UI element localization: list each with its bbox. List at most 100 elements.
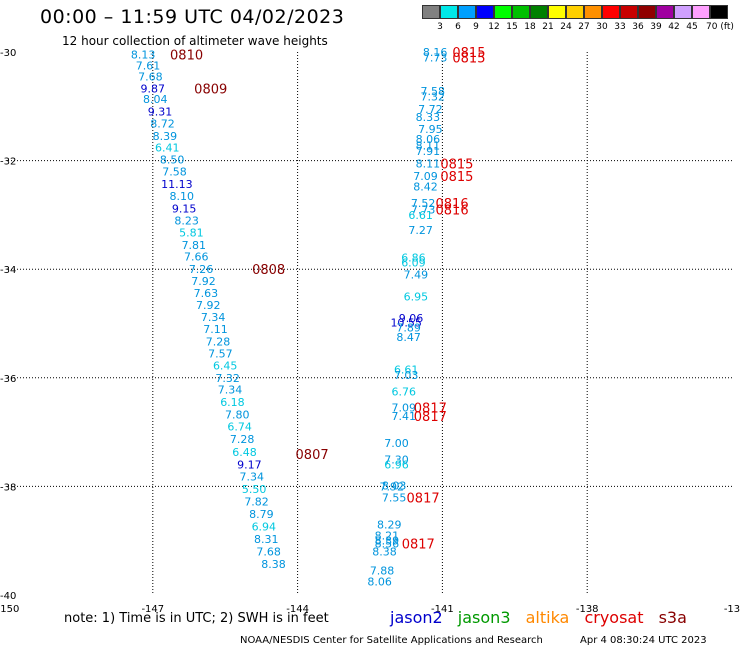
time-label: 0816 — [436, 203, 469, 218]
swh-label-west: 8.04 — [143, 93, 168, 106]
swh-label-east: 7.30 — [384, 453, 409, 466]
swh-label-west: 7.11 — [203, 323, 228, 336]
swh-label-west: 5.81 — [179, 226, 204, 239]
colorbar-label: 39 — [650, 22, 662, 32]
legend-jason3: jason3 — [457, 608, 511, 627]
swh-label-east: 8.11 — [416, 139, 441, 152]
footer-note: note: 1) Time is in UTC; 2) SWH is in fe… — [64, 611, 329, 626]
swh-label-west: 9.87 — [141, 82, 166, 95]
swh-label-west: 7.68 — [256, 546, 281, 559]
swh-label-east: 6.95 — [404, 290, 429, 303]
satellite-legend: jason2 jason3 altika cryosat s3a — [390, 608, 697, 627]
swh-label-east: 6.61 — [394, 364, 419, 377]
swh-label-east: 8.06 — [416, 133, 441, 146]
x-tick-label: -138 — [576, 604, 599, 615]
swh-label-east: 7.32 — [420, 91, 445, 104]
y-tick-label: -30 — [0, 48, 16, 59]
swh-label-east: 7.52 — [411, 197, 436, 210]
credit-line: NOAA/NESDIS Center for Satellite Applica… — [240, 635, 543, 646]
time-label: 0815 — [440, 157, 473, 172]
colorbar-label: 45 — [686, 22, 698, 32]
x-tick-label: -141 — [431, 604, 454, 615]
swh-label-east: 6.96 — [384, 459, 409, 472]
swh-label-west: 7.34 — [201, 311, 226, 324]
legend-altika: altika — [525, 608, 570, 627]
swh-label-east: 8.29 — [377, 518, 402, 531]
swh-label-west: 7.57 — [208, 347, 233, 360]
swh-label-west: 7.66 — [184, 251, 209, 264]
swh-label-east: 8.38 — [372, 546, 397, 559]
swh-label-west: 7.92 — [196, 299, 221, 312]
swh-label-east: 7.00 — [384, 437, 409, 450]
swh-label-east: 7.92 — [379, 480, 404, 493]
swh-label-west: 8.13 — [131, 49, 156, 62]
swh-label-west: 8.23 — [174, 214, 199, 227]
colorbar-label: 3 — [437, 22, 443, 32]
time-label: 0817 — [402, 537, 435, 552]
swh-label-west: 7.80 — [225, 409, 250, 422]
y-tick-label: -38 — [0, 482, 16, 493]
colorbar-swatch — [530, 5, 548, 19]
swh-label-east: 7.27 — [408, 224, 433, 237]
colorbar-label: 27 — [578, 22, 590, 32]
x-tick-label: -13 — [724, 604, 740, 615]
legend-s3a: s3a — [658, 608, 687, 627]
legend-jason2: jason2 — [390, 608, 443, 627]
colorbar-label: 33 — [614, 22, 626, 32]
colorbar-swatch — [692, 5, 710, 19]
swh-label-east: 6.09 — [401, 257, 426, 270]
time-label: 0815 — [440, 170, 473, 185]
swh-label-east: 7.91 — [416, 145, 441, 158]
colorbar-swatch — [584, 5, 602, 19]
colorbar-label: 21 — [542, 22, 554, 32]
swh-label-west: 9.15 — [172, 202, 197, 215]
swh-label-west: 6.41 — [155, 142, 180, 155]
swh-label-west: 6.48 — [232, 446, 257, 459]
colorbar-swatch — [422, 5, 440, 19]
swh-label-west: 7.92 — [191, 275, 216, 288]
swh-label-east: 7.55 — [382, 491, 407, 504]
time-label: 0817 — [407, 491, 440, 506]
swh-label-west: 8.38 — [261, 558, 286, 571]
swh-label-east: 7.95 — [418, 123, 443, 136]
swh-label-east: 7.49 — [404, 269, 429, 282]
swh-label-west: 8.39 — [153, 130, 178, 143]
swh-label-east: 8.39 — [375, 535, 400, 548]
time-label: 0815 — [452, 51, 485, 66]
colorbar-swatch — [440, 5, 458, 19]
swh-label-east: 8.42 — [413, 181, 438, 194]
swh-label-west: 9.17 — [237, 459, 262, 472]
legend-cryosat: cryosat — [584, 608, 644, 627]
swh-label-west: 5.50 — [242, 483, 267, 496]
swh-label-west: 8.72 — [150, 118, 175, 131]
swh-label-east: 6.86 — [401, 251, 426, 264]
colorbar-label: 15 — [506, 22, 518, 32]
colorbar-label: 12 — [488, 22, 500, 32]
colorbar-swatch — [458, 5, 476, 19]
chart-subtitle: 12 hour collection of altimeter wave hei… — [62, 34, 328, 48]
y-tick-label: -36 — [0, 374, 16, 385]
swh-label-west: 7.34 — [218, 384, 243, 397]
swh-label-east: 7.09 — [413, 170, 438, 183]
swh-label-west: 7.58 — [162, 165, 187, 178]
swh-label-west: 7.26 — [189, 263, 214, 276]
swh-label-west: 7.28 — [230, 433, 255, 446]
colorbar-swatch — [566, 5, 584, 19]
swh-label-east: 7.03 — [394, 369, 419, 382]
swh-label-west: 7.63 — [194, 287, 219, 300]
swh-label-east: 8.33 — [416, 111, 441, 124]
chart-title: 00:00 – 11:59 UTC 04/02/2023 — [40, 6, 345, 28]
time-label: 0807 — [296, 448, 329, 463]
time-label: 0808 — [252, 263, 285, 278]
colorbar-swatch — [494, 5, 512, 19]
colorbar-swatch — [674, 5, 692, 19]
time-label: 0815 — [452, 46, 485, 61]
swh-label-west: 8.50 — [160, 154, 185, 167]
swh-label-west: 7.68 — [138, 70, 163, 83]
colorbar-swatch — [638, 5, 656, 19]
swh-label-west: 11.13 — [161, 178, 193, 191]
colorbar-label: 42 — [668, 22, 680, 32]
swh-label-west: 8.79 — [249, 508, 274, 521]
swh-label-east: 8.56 — [375, 537, 400, 550]
swh-label-east: 8.47 — [396, 331, 421, 344]
